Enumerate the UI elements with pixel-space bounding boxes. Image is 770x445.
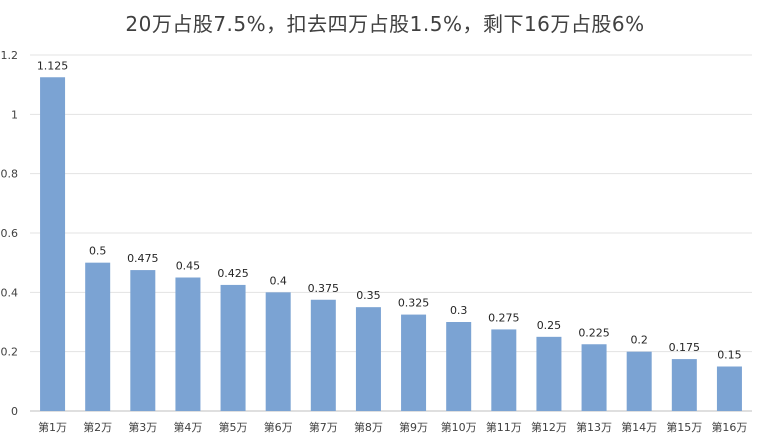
bar [536,336,562,411]
data-label: 0.2 [630,334,648,347]
data-label: 0.425 [217,267,249,280]
data-label: 0.45 [176,260,201,273]
bar [175,277,201,411]
bar [310,299,336,411]
data-label: 0.35 [356,289,381,302]
x-tick-label: 第12万 [531,420,567,434]
data-labels: 1.125 0.5 0.475 0.45 0.425 0.4 0.375 0.35 0.325 0… [37,59,742,361]
data-label: 0.4 [269,274,287,287]
data-label: 0.375 [308,282,340,295]
x-axis-ticks: 第1万 第2万 第3万 第4万 第5万 第6万 第7万 第8万 第9万 第10万 第11万 第12万第… [38,420,747,434]
x-tick-label: 第6万 [264,420,293,434]
x-tick-label: 第13万 [576,420,612,434]
y-tick-label: 0.4 [1,286,19,299]
x-tick-label: 第5万 [219,420,248,434]
bar [220,284,246,411]
x-tick-label: 第7万 [309,420,338,434]
y-axis-ticks: 0 0.2 0.4 0.6 0.8 1 1.2 [1,49,19,418]
y-tick-label: 0 [11,405,18,418]
bar [716,366,742,411]
chart-title: 20万占股7.5%，扣去四万占股1.5%，剩下16万占股6% [125,12,645,36]
x-tick-label: 第15万 [666,420,702,434]
x-tick-label: 第1万 [38,420,67,434]
bar [85,262,111,411]
data-label: 0.15 [717,349,742,362]
y-tick-label: 0.8 [1,168,19,181]
bar [491,329,517,411]
y-tick-label: 1 [11,108,18,121]
x-tick-label: 第4万 [173,420,202,434]
x-tick-label: 第10万 [441,420,477,434]
bar [130,270,156,411]
bar [265,292,291,411]
x-tick-label: 第11万 [486,420,522,434]
data-label: 0.475 [127,252,159,265]
x-tick-label: 第8万 [354,420,383,434]
x-tick-label: 第2万 [83,420,112,434]
bar [401,314,427,411]
bar [355,307,381,411]
bar [40,77,66,411]
bar [446,322,472,411]
data-label: 0.3 [450,304,468,317]
x-tick-label: 第9万 [399,420,428,434]
y-tick-label: 1.2 [1,49,19,62]
bar [626,351,652,411]
bar [671,359,697,411]
data-label: 1.125 [37,59,69,72]
y-tick-label: 0.2 [1,346,19,359]
x-tick-label: 第14万 [621,420,657,434]
data-label: 0.325 [398,297,430,310]
bars [40,77,742,411]
data-label: 0.275 [488,311,520,324]
x-tick-label: 第16万 [711,420,747,434]
x-tick-label: 第3万 [128,420,157,434]
data-label: 0.25 [537,319,562,332]
data-label: 0.225 [578,326,610,339]
data-label: 0.175 [669,341,701,354]
y-tick-label: 0.6 [1,227,19,240]
data-label: 0.5 [89,245,107,258]
bar [581,344,607,411]
